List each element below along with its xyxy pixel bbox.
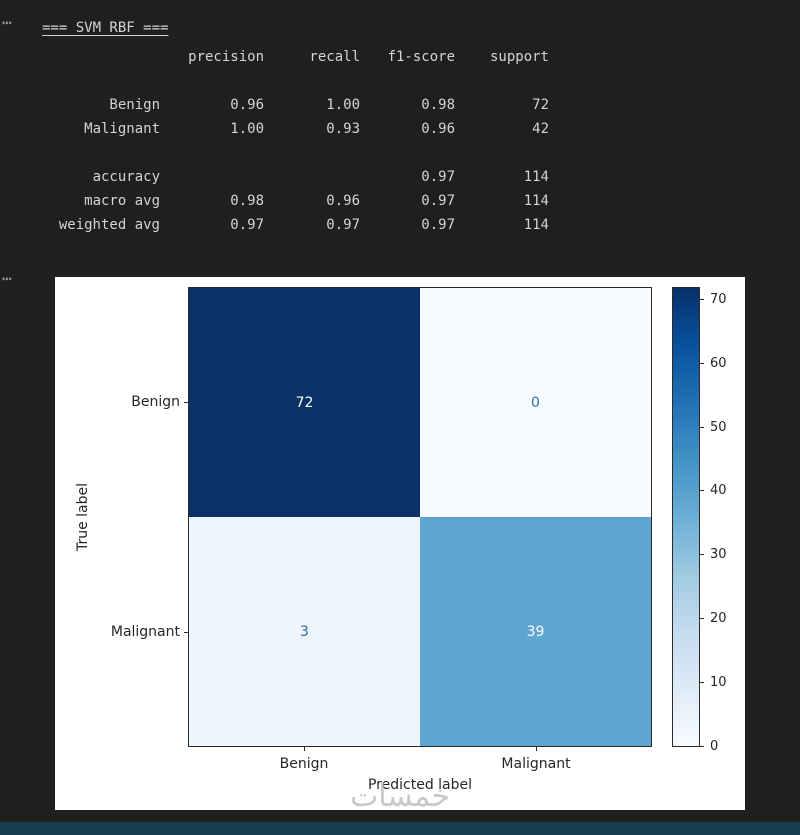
col-header-support: support xyxy=(489,49,549,65)
model-title: === SVM_RBF === xyxy=(42,20,169,36)
colorbar-tick-mark xyxy=(700,299,704,300)
col-header-precision: precision xyxy=(188,49,264,65)
report-cell: 0.96 xyxy=(421,121,455,137)
row-label: accuracy xyxy=(92,169,160,185)
report-cell: 114 xyxy=(523,217,549,233)
report-cell: 0.97 xyxy=(230,217,264,233)
y-tick-mark xyxy=(184,402,188,403)
report-row-accuracy: accuracy 0.97 114 xyxy=(42,165,549,189)
report-cell: 0.98 xyxy=(230,193,264,209)
row-label: macro avg xyxy=(84,193,160,209)
report-header-row: precision recall f1-score support xyxy=(42,45,549,69)
report-header-spacer xyxy=(42,45,160,69)
report-row-malignant: Malignant 1.00 0.93 0.96 42 xyxy=(42,117,549,141)
row-label: Malignant xyxy=(84,121,160,137)
colorbar-tick-mark xyxy=(700,682,704,683)
colorbar-tick-mark xyxy=(700,746,704,747)
x-tick-mark xyxy=(536,747,537,751)
bottom-bar xyxy=(0,822,800,835)
heatmap-axes: 72 0 3 39 xyxy=(188,287,652,747)
report-cell xyxy=(160,165,264,189)
x-axis-label: Predicted label xyxy=(367,777,473,793)
col-header-recall: recall xyxy=(309,49,360,65)
report-cell: 42 xyxy=(532,121,549,137)
report-cell: 114 xyxy=(523,169,549,185)
report-row-benign: Benign 0.96 1.00 0.98 72 xyxy=(42,93,549,117)
colorbar-gradient xyxy=(673,288,699,746)
report-cell: 0.97 xyxy=(326,217,360,233)
matrix-cell-tp-malignant: 39 xyxy=(420,517,651,746)
report-cell: 114 xyxy=(523,193,549,209)
matrix-cell-benign-as-malignant: 0 xyxy=(420,288,651,517)
x-tick-malignant: Malignant xyxy=(501,756,571,772)
colorbar-tick-label: 30 xyxy=(710,547,727,562)
report-row-macro-avg: macro avg 0.98 0.96 0.97 114 xyxy=(42,189,549,213)
more-actions-icon[interactable]: ⋯ xyxy=(2,13,13,32)
cell-value: 3 xyxy=(300,623,309,640)
x-tick-mark xyxy=(304,747,305,751)
y-axis-label: True label xyxy=(75,482,91,552)
colorbar-tick-mark xyxy=(700,427,704,428)
colorbar-tick-label: 20 xyxy=(710,611,727,626)
cell-value: 39 xyxy=(526,623,545,640)
report-blank-line xyxy=(42,141,549,165)
colorbar-tick-label: 10 xyxy=(710,675,727,690)
colorbar-tick-label: 60 xyxy=(710,356,727,371)
report-cell: 0.97 xyxy=(421,193,455,209)
report-cell: 0.98 xyxy=(421,97,455,113)
classification-report: precision recall f1-score support Benign… xyxy=(42,45,549,237)
x-tick-benign: Benign xyxy=(279,756,329,772)
report-row-weighted-avg: weighted avg 0.97 0.97 0.97 114 xyxy=(42,213,549,237)
colorbar-tick-label: 0 xyxy=(710,739,719,754)
report-cell: 0.96 xyxy=(230,97,264,113)
report-cell: 0.97 xyxy=(421,217,455,233)
colorbar-tick-mark xyxy=(700,554,704,555)
watermark: خمسات xyxy=(349,779,451,814)
y-tick-mark xyxy=(184,632,188,633)
more-actions-icon[interactable]: ⋯ xyxy=(2,269,13,288)
report-cell: 1.00 xyxy=(230,121,264,137)
report-cell: 0.93 xyxy=(326,121,360,137)
matrix-cell-tp-benign: 72 xyxy=(189,288,420,517)
colorbar-tick-mark xyxy=(700,618,704,619)
report-cell: 1.00 xyxy=(326,97,360,113)
report-cell: 0.97 xyxy=(421,169,455,185)
colorbar-tick-label: 70 xyxy=(710,292,727,307)
report-cell: 0.96 xyxy=(326,193,360,209)
row-label: weighted avg xyxy=(58,217,160,233)
confusion-matrix-figure: True label Benign Malignant 72 0 3 39 Be… xyxy=(55,277,745,810)
report-blank-line xyxy=(42,69,549,93)
matrix-cell-malignant-as-benign: 3 xyxy=(189,517,420,746)
report-cell xyxy=(264,165,360,189)
colorbar-tick-mark xyxy=(700,490,704,491)
cell-value: 72 xyxy=(295,394,314,411)
colorbar-tick-label: 50 xyxy=(710,420,727,435)
colorbar-tick-label: 40 xyxy=(710,483,727,498)
colorbar-ticks: 0 10 20 30 40 50 60 70 xyxy=(672,287,727,754)
col-header-f1-score: f1-score xyxy=(387,49,455,65)
y-tick-benign: Benign xyxy=(131,394,180,410)
colorbar-tick-mark xyxy=(700,363,704,364)
report-cell: 72 xyxy=(532,97,549,113)
colorbar xyxy=(672,287,700,747)
row-label: Benign xyxy=(109,97,160,113)
y-tick-malignant: Malignant xyxy=(110,624,180,640)
cell-value: 0 xyxy=(531,394,540,411)
